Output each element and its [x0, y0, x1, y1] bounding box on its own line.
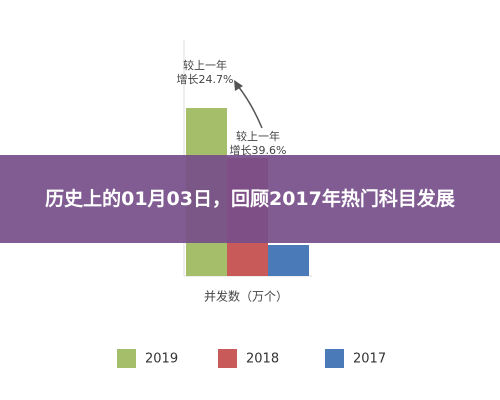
annotation: 增长24.7%	[177, 72, 234, 86]
legend-label: 2017	[353, 352, 386, 367]
x-axis-label: 并发数（万个）	[204, 289, 288, 304]
annotation: 较上一年	[183, 58, 227, 72]
bar	[268, 245, 309, 276]
legend-label: 2019	[145, 352, 178, 367]
banner-title: 历史上的01月03日，回顾2017年热门科目发展	[45, 188, 455, 210]
annotation: 增长39.6%	[230, 143, 287, 157]
legend-swatch	[117, 349, 136, 368]
arrow-head	[234, 80, 243, 91]
legend-label: 2018	[246, 352, 279, 367]
annotation: 较上一年	[236, 129, 280, 143]
legend-swatch	[325, 349, 344, 368]
legend-swatch	[218, 349, 237, 368]
banner: 历史上的01月03日，回顾2017年热门科目发展	[0, 155, 500, 243]
arrow	[237, 85, 263, 129]
